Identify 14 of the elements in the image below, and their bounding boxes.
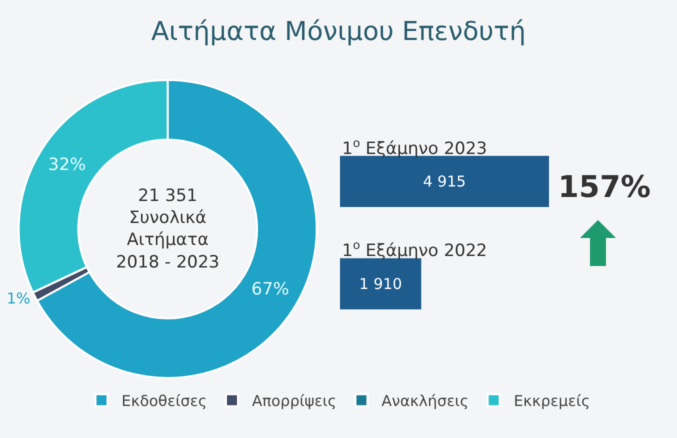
data-label: 4 915 xyxy=(423,172,466,190)
text: 21 351 Συνολικά Αιτήματα 2018 - 2023 xyxy=(116,186,220,272)
y-tick-label: 1$^{ο}$ Εξάμηνο 2022 xyxy=(342,238,488,262)
text: 157% xyxy=(558,170,651,205)
chart-title: Αιτήματα Μόνιμου Επενδυτή xyxy=(151,17,526,48)
data-label: 32% xyxy=(48,155,86,176)
data-label: 67% xyxy=(251,280,290,300)
legend-label: Εκκρεμείς xyxy=(514,392,590,410)
data-label: 1 910 xyxy=(359,274,402,293)
legend-label: Εκδοθείσες xyxy=(122,392,207,410)
data-label: 1% xyxy=(6,290,30,308)
legend-label: Απορρίψεις xyxy=(252,392,336,410)
legend-label: Ανακλήσεις xyxy=(381,392,469,410)
y-tick-label: 1$^{ο}$ Εξάμηνο 2023 xyxy=(342,136,488,160)
